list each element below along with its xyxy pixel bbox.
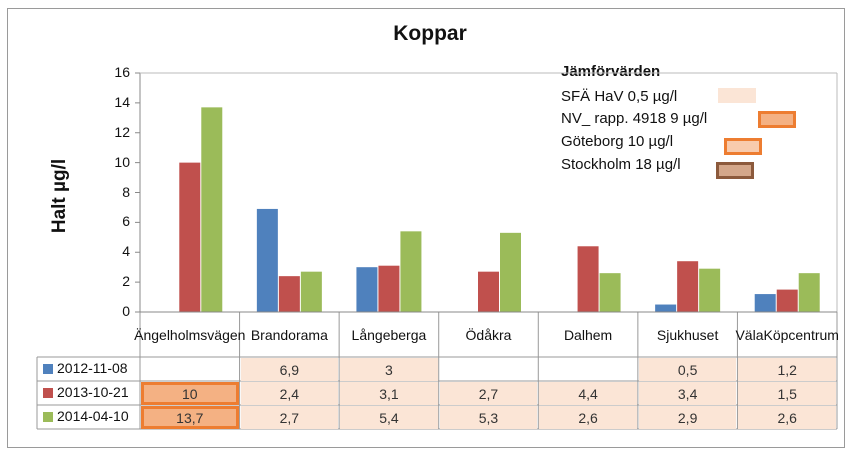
table-cell: 3,4 (638, 382, 737, 405)
category-label: Väla Köpcentrum (735, 326, 839, 343)
legend-swatch (43, 412, 53, 422)
reference-item-sfa: SFÄ HaV 0,5 µg/l (561, 88, 678, 105)
bar (356, 267, 378, 312)
bar (798, 273, 820, 312)
legend-label: 2014-04-10 (57, 408, 129, 424)
reference-item-goteborg: Göteborg 10 µg/l (561, 133, 674, 150)
bar (500, 232, 521, 312)
category-label: Dalhem (563, 326, 613, 343)
bar (278, 276, 300, 312)
table-cell: 2,9 (638, 406, 737, 429)
y-tick-label: 4 (122, 243, 130, 260)
table-cell: 0,5 (638, 358, 737, 381)
chart-frame (7, 8, 845, 448)
bar (201, 107, 223, 312)
table-cell: 5,4 (340, 406, 438, 429)
table-cell: 10 (141, 382, 239, 405)
category-label: Brandorama (250, 326, 328, 343)
category-label: Ödåkra (465, 326, 512, 343)
table-cell: 5,3 (439, 406, 538, 429)
bar (256, 208, 278, 312)
bar (655, 304, 677, 312)
y-tick-label: 2 (122, 273, 130, 290)
reference-swatch-goteborg (724, 138, 762, 155)
table-cell: 4,4 (539, 382, 637, 405)
table-cell: 3,1 (340, 382, 438, 405)
legend-label: 2012-11-08 (57, 360, 128, 376)
bar (754, 294, 776, 312)
y-tick-label: 12 (114, 123, 130, 140)
reference-item-nv: NV_ rapp. 4918 9 µg/l (561, 110, 708, 127)
bar (577, 246, 599, 312)
y-tick-label: 16 (114, 64, 130, 80)
table-cell: 2,7 (240, 406, 339, 429)
category-label: Långeberga (351, 326, 427, 343)
table-cell: 1,2 (738, 358, 836, 381)
table-cell: 2,4 (240, 382, 339, 405)
legend-swatch (43, 364, 53, 374)
table-cell (440, 358, 538, 381)
y-tick-label: 8 (122, 183, 130, 200)
bar (677, 261, 699, 312)
reference-heading: Jämförvärden (561, 63, 661, 80)
reference-swatch-sfa (718, 88, 756, 103)
legend-label: 2013-10-21 (57, 384, 129, 400)
table-cell: 2,6 (738, 406, 836, 429)
y-tick-label: 10 (114, 153, 130, 170)
bar (776, 289, 798, 312)
reference-swatch-stockholm (716, 162, 754, 179)
table-cell: 6,9 (240, 358, 339, 381)
bar (699, 268, 721, 312)
table-cell: 2,6 (539, 406, 637, 429)
bar (478, 271, 499, 312)
bar (300, 271, 322, 312)
category-label: Ängelholms vägen (134, 326, 246, 343)
bar (378, 265, 400, 312)
bar (599, 273, 621, 312)
category-label: Sjukhuset (656, 326, 719, 343)
legend-swatch (43, 388, 53, 398)
y-tick-label: 0 (122, 303, 130, 319)
table-cell: 1,5 (738, 382, 836, 405)
y-tick-label: 14 (114, 93, 130, 110)
chart-title: Koppar (393, 22, 467, 45)
table-cell: 3 (340, 358, 438, 381)
table-cell (141, 358, 239, 381)
table-cell: 2,7 (439, 382, 538, 405)
table-cell (539, 358, 637, 381)
bar (400, 231, 422, 312)
y-tick-label: 6 (122, 213, 130, 230)
reference-swatch-nv (758, 111, 796, 128)
table-cell: 13,7 (141, 406, 239, 429)
bar (179, 162, 201, 312)
reference-item-stockholm: Stockholm 18 µg/l (561, 156, 681, 173)
